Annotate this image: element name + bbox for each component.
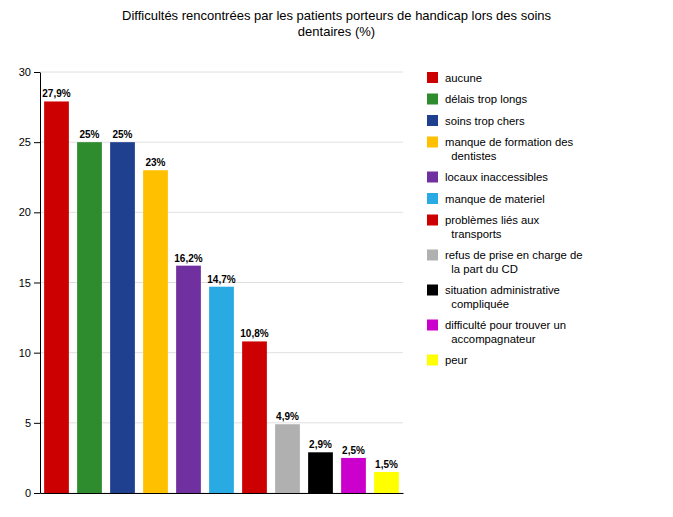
data-labels: 27,9% 25% 25% 23% 16,2% 14,7% 10,8% 4,9% 2,9% 2,5… [42, 88, 398, 469]
bar [374, 472, 399, 493]
legend-label: aucune [445, 72, 482, 84]
y-tick: 30 [19, 66, 40, 78]
y-tick-label: 20 [19, 206, 31, 218]
legend-label: problèmes liés aux transports [445, 214, 540, 240]
y-axis: 0 5 10 15 20 25 30 [19, 66, 41, 499]
legend-swatch [427, 115, 438, 126]
y-tick-mark [34, 283, 40, 284]
legend-label: manque de formation des dentistes [445, 136, 573, 162]
y-tick-label: 25 [19, 136, 31, 148]
y-tick: 0 [25, 487, 40, 499]
legend-item: soins trop chers [427, 115, 525, 127]
grid [40, 72, 403, 493]
legend-item: situation administrative compliquée [427, 284, 560, 310]
bar [308, 452, 333, 493]
y-tick-mark [34, 212, 40, 213]
legend-item: peur [427, 354, 468, 366]
legend-label: locaux inaccessibles [445, 171, 548, 183]
legend-swatch [427, 215, 438, 226]
y-tick-label: 0 [25, 487, 31, 499]
bar [209, 287, 234, 493]
y-tick: 5 [25, 417, 40, 429]
bar [44, 101, 69, 493]
data-label: 16,2% [174, 253, 202, 264]
y-tick: 10 [19, 347, 40, 359]
bar [77, 142, 102, 493]
data-label: 10,8% [240, 328, 268, 339]
legend-label: difficulté pour trouver un accompagnateu… [445, 319, 566, 345]
data-label: 14,7% [207, 274, 235, 285]
y-tick: 15 [19, 277, 40, 289]
y-tick: 25 [19, 136, 40, 148]
bar [275, 424, 300, 493]
data-label: 23% [145, 157, 165, 168]
data-label: 1,5% [375, 459, 398, 470]
title: Difficultés rencontrées par les patients… [122, 8, 551, 39]
grid-line [40, 72, 403, 73]
y-tick-mark [34, 142, 40, 143]
bar [242, 341, 267, 493]
x-axis-line [41, 493, 404, 494]
legend-swatch [427, 320, 438, 331]
data-label: 2,5% [342, 445, 365, 456]
y-tick: 20 [19, 206, 40, 218]
plot: 0 5 10 15 20 25 30 27,9% 25% 25% 23% 16,2% 14,7% 10,8… [19, 66, 404, 499]
legend-item: locaux inaccessibles [427, 171, 548, 183]
legend-item: aucune [427, 72, 482, 84]
legend-label: refus de prise en charge de la part du C… [445, 249, 583, 275]
legend-swatch [427, 355, 438, 366]
legend-label: manque de materiel [445, 193, 545, 205]
legend: aucune délais trop longs soins trop chers m… [427, 72, 583, 367]
chart: Difficultés rencontrées par les patients… [0, 0, 673, 517]
bar [110, 142, 135, 493]
y-tick-label: 15 [19, 277, 31, 289]
legend-item: difficulté pour trouver un accompagnateu… [427, 319, 566, 345]
legend-swatch [427, 72, 438, 83]
legend-swatch [427, 193, 438, 204]
legend-swatch [427, 285, 438, 296]
y-tick-mark [34, 493, 40, 494]
y-tick-mark [34, 353, 40, 354]
legend-label: délais trop longs [445, 93, 528, 105]
legend-item: manque de formation des dentistes [427, 136, 573, 162]
legend-swatch [427, 137, 438, 148]
y-tick-mark [34, 72, 40, 73]
data-label: 2,9% [309, 439, 332, 450]
legend-swatch [427, 172, 438, 183]
bars [44, 101, 399, 493]
data-label: 4,9% [276, 411, 299, 422]
y-tick-label: 30 [19, 66, 31, 78]
y-axis-line [40, 73, 41, 494]
legend-item: refus de prise en charge de la part du C… [427, 249, 583, 275]
bar [341, 458, 366, 493]
bar [176, 266, 201, 493]
x-axis [41, 493, 404, 494]
legend-label: peur [445, 354, 468, 366]
y-tick-label: 5 [25, 417, 31, 429]
legend-item: problèmes liés aux transports [427, 214, 540, 240]
data-label: 27,9% [42, 88, 70, 99]
legend-item: manque de materiel [427, 193, 545, 205]
legend-label: situation administrative compliquée [445, 284, 560, 310]
legend-swatch [427, 250, 438, 261]
y-tick-label: 10 [19, 347, 31, 359]
data-label: 25% [79, 129, 99, 140]
legend-item: délais trop longs [427, 93, 528, 105]
bar [143, 170, 168, 493]
data-label: 25% [112, 129, 132, 140]
y-tick-mark [34, 423, 40, 424]
legend-swatch [427, 94, 438, 105]
legend-label: soins trop chers [445, 115, 525, 127]
